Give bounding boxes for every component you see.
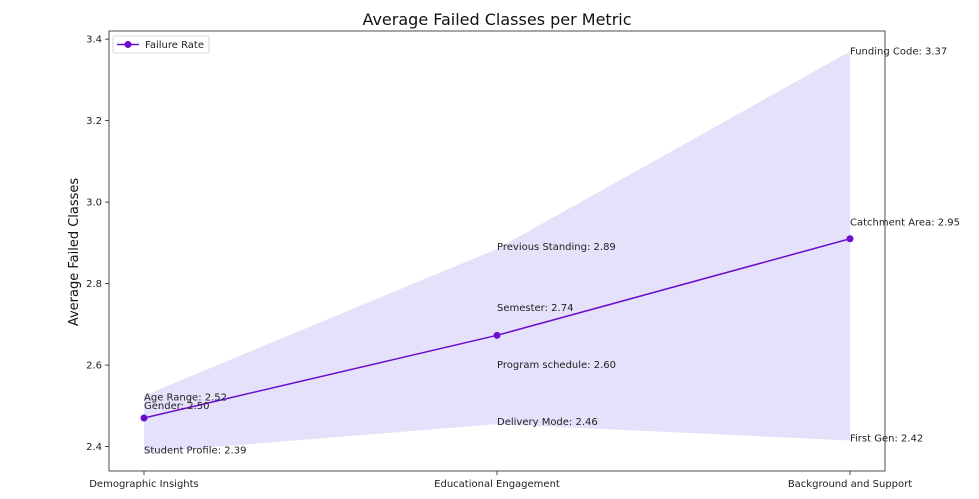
data-annotation: Gender: 2.50 — [144, 401, 210, 412]
x-tick-label: Educational Engagement — [434, 479, 560, 490]
y-axis-label: Average Failed Classes — [67, 178, 82, 327]
data-annotation: Delivery Mode: 2.46 — [497, 417, 598, 428]
y-tick-label: 2.8 — [86, 279, 102, 290]
data-point — [140, 414, 148, 422]
data-annotation: First Gen: 2.42 — [850, 433, 923, 444]
y-tick-label: 2.4 — [86, 442, 102, 453]
data-annotation: Student Profile: 2.39 — [144, 446, 246, 457]
data-annotation: Funding Code: 3.37 — [850, 46, 947, 57]
y-tick-label: 3.0 — [86, 198, 102, 209]
chart-title: Average Failed Classes per Metric — [362, 10, 631, 29]
data-annotation: Catchment Area: 2.95 — [850, 217, 960, 228]
legend-frame — [112, 35, 210, 54]
y-tick-label: 3.2 — [86, 116, 102, 127]
data-point — [493, 331, 501, 339]
range-band — [144, 51, 850, 453]
data-annotation: Previous Standing: 2.89 — [497, 242, 616, 253]
data-annotation: Semester: 2.74 — [497, 303, 573, 314]
legend-label: Failure Rate — [145, 40, 204, 51]
y-tick-label: 2.6 — [86, 361, 102, 372]
x-tick-label: Background and Support — [788, 479, 912, 490]
data-point — [846, 235, 854, 243]
data-annotation: Age Range: 2.52 — [144, 393, 227, 404]
legend-marker-swatch — [124, 41, 132, 48]
x-tick-label: Demographic Insights — [89, 479, 199, 490]
y-tick-label: 3.4 — [86, 35, 102, 46]
legend: Failure Rate — [112, 35, 210, 54]
data-annotation: Program schedule: 2.60 — [497, 360, 616, 371]
